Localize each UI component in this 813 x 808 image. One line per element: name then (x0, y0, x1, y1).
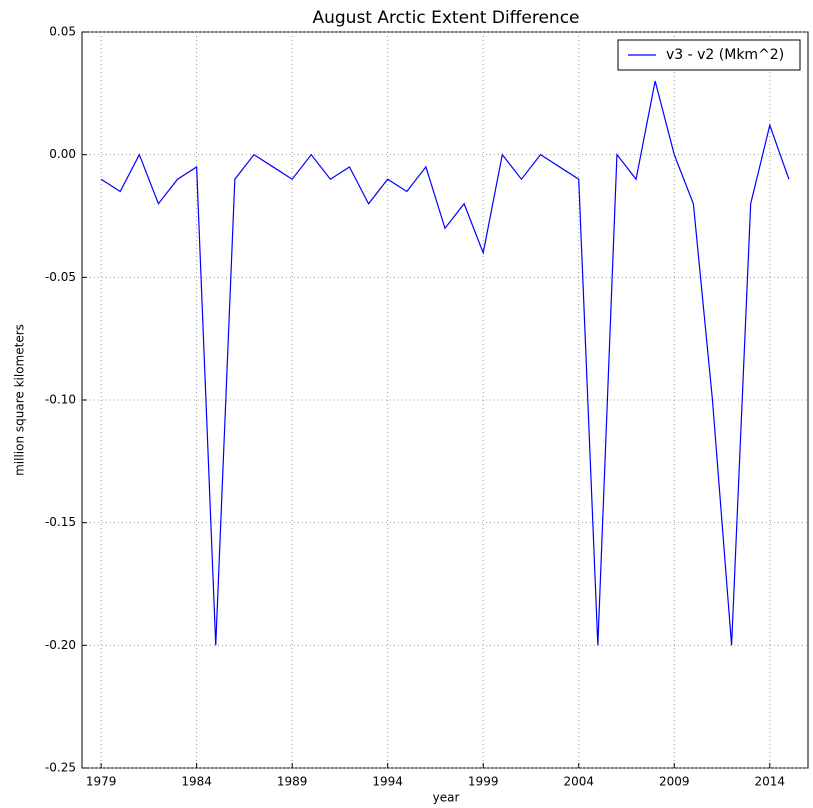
y-tick-label: 0.00 (49, 147, 76, 161)
x-tick-label: 1984 (181, 775, 212, 789)
x-tick-label: 2004 (563, 775, 594, 789)
y-tick-label: 0.05 (49, 25, 76, 39)
y-tick-label: -0.25 (45, 761, 76, 775)
x-tick-label: 1979 (86, 775, 117, 789)
legend-label: v3 - v2 (Mkm^2) (666, 47, 784, 63)
x-tick-label: 1999 (468, 775, 499, 789)
y-tick-label: -0.10 (45, 393, 76, 407)
x-tick-label: 1994 (372, 775, 403, 789)
y-tick-label: -0.05 (45, 270, 76, 284)
y-tick-label: -0.15 (45, 515, 76, 529)
x-tick-label: 2009 (659, 775, 690, 789)
chart-title: August Arctic Extent Difference (312, 8, 579, 28)
y-axis-label: million square kilometers (13, 324, 27, 476)
y-tick-label: -0.20 (45, 638, 76, 652)
x-tick-label: 1989 (277, 775, 308, 789)
x-axis-label: year (433, 791, 460, 805)
data-line (100, 80, 790, 646)
x-tick-label: 2014 (755, 775, 786, 789)
